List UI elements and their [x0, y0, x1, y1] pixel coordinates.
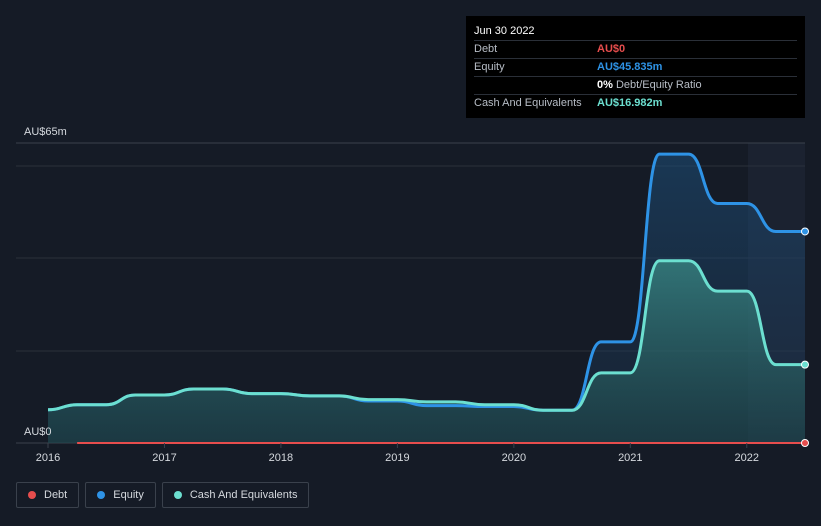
y-axis-top-label: AU$65m [24, 126, 67, 138]
tooltip-label: Debt [474, 43, 498, 55]
x-tick-label: 2017 [152, 452, 176, 464]
tooltip-row-ratio: 0% Debt/Equity Ratio [474, 76, 797, 94]
series-lines [47, 152, 805, 445]
end-marker-debt [801, 439, 809, 447]
legend-label: Equity [113, 489, 144, 501]
area-equity [48, 154, 805, 443]
legend-dot-icon [28, 491, 36, 499]
tooltip-value: AU$45.835m [597, 61, 663, 73]
x-tick-label: 2021 [618, 452, 642, 464]
tooltip-ratio: 0% Debt/Equity Ratio [597, 77, 702, 94]
legend-dot-icon [173, 491, 182, 499]
tooltip-value: 0% [597, 79, 613, 91]
tooltip-label: Equity [474, 61, 505, 73]
legend: Debt Equity Cash And Equivalents [16, 482, 310, 508]
x-tick-label: 2020 [502, 452, 526, 464]
tooltip-value: AU$0 [597, 43, 626, 55]
legend-label: Debt [44, 489, 68, 501]
y-axis-bottom-label: AU$0 [24, 426, 52, 438]
legend-item-cash[interactable]: Cash And Equivalents [161, 482, 310, 508]
tooltip-value: AU$16.982m [597, 97, 663, 109]
x-tick-label: 2016 [36, 452, 60, 464]
legend-dot-icon [97, 491, 106, 499]
series-end-markers [801, 227, 809, 447]
area-cash-and-equivalents [48, 260, 805, 443]
legend-item-debt[interactable]: Debt [16, 482, 80, 508]
tooltip-panel: Jun 30 2022 Debt AU$0 Equity AU$45.835m … [466, 16, 805, 118]
end-marker-cash-and-equivalents [801, 360, 809, 369]
end-marker-equity [801, 227, 809, 236]
legend-item-equity[interactable]: Equity [85, 482, 156, 508]
tooltip-label: Cash And Equivalents [474, 97, 582, 109]
tooltip-label [474, 77, 597, 94]
line-cash-and-equivalents [47, 259, 805, 412]
tooltip-row-cash: Cash And Equivalents AU$16.982m [474, 94, 797, 112]
x-axis-ticks: 2016 2017 2018 2019 2020 2021 2022 [36, 443, 759, 464]
tooltip-date: Jun 30 2022 [474, 25, 535, 37]
tooltip-row-debt: Debt AU$0 [474, 40, 797, 58]
x-tick-label: 2022 [735, 452, 759, 464]
x-tick-label: 2018 [269, 452, 293, 464]
legend-label: Cash And Equivalents [189, 489, 298, 501]
tooltip-row-equity: Equity AU$45.835m [474, 58, 797, 76]
x-tick-label: 2019 [385, 452, 409, 464]
series-areas [48, 154, 805, 443]
tooltip-ratio-unit: Debt/Equity Ratio [615, 79, 702, 91]
